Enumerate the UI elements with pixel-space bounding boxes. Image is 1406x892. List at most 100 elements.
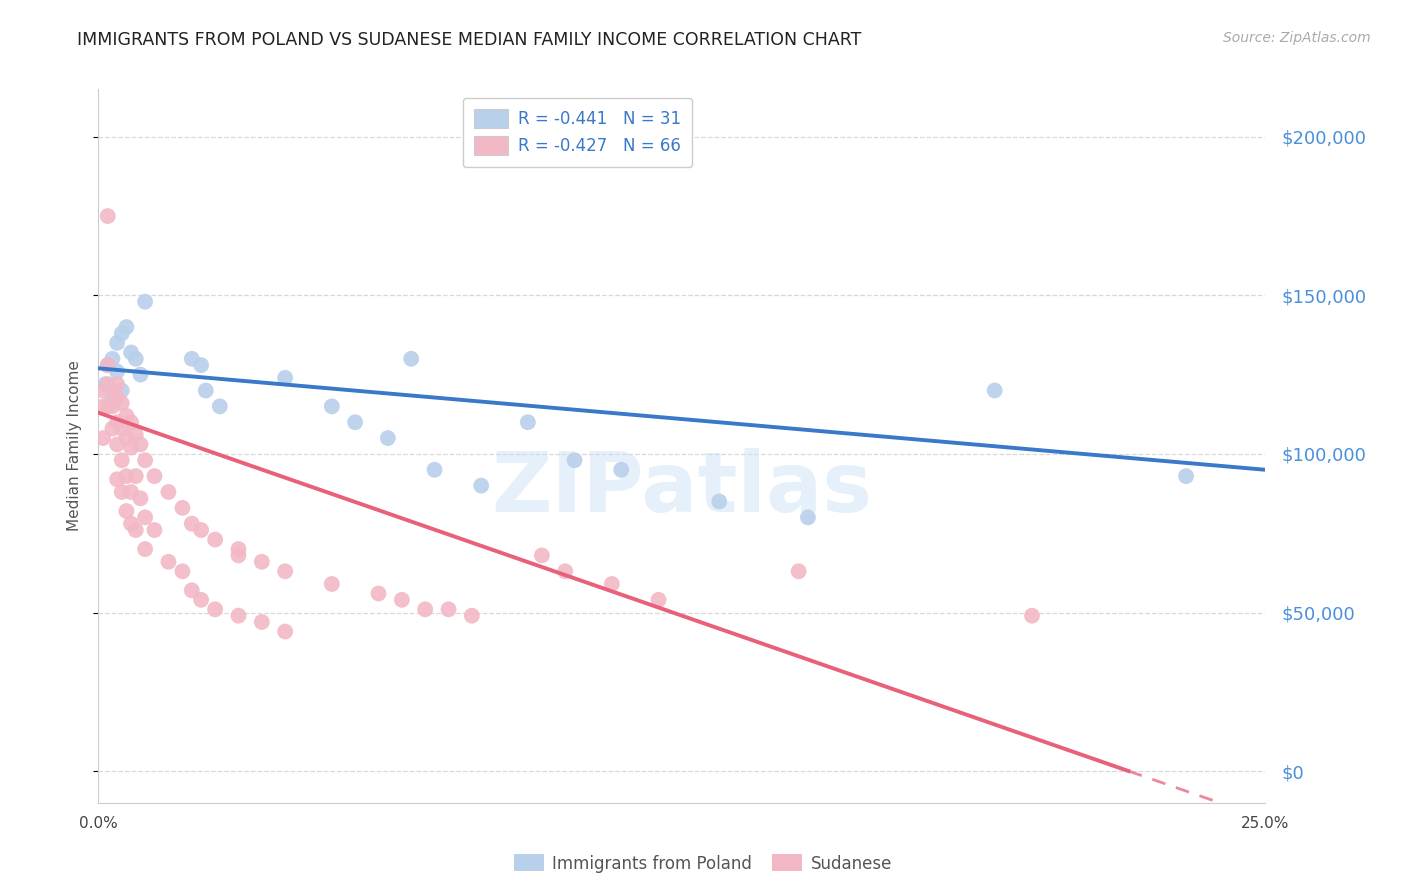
Point <box>190 523 212 537</box>
Point <box>470 478 492 492</box>
Point <box>105 377 128 392</box>
Point <box>97 209 120 223</box>
Point <box>647 592 669 607</box>
Point <box>91 400 114 414</box>
Point <box>1175 469 1198 483</box>
Point <box>101 351 124 366</box>
Point <box>1021 608 1043 623</box>
Y-axis label: Median Family Income: Median Family Income <box>67 360 83 532</box>
Point <box>180 583 202 598</box>
Point <box>97 358 120 372</box>
Point <box>120 415 142 429</box>
Point <box>129 368 152 382</box>
Point <box>111 453 134 467</box>
Point <box>101 384 124 398</box>
Point <box>399 351 422 366</box>
Point <box>180 516 202 531</box>
Point <box>105 335 128 350</box>
Point <box>194 384 217 398</box>
Point <box>564 453 586 467</box>
Point <box>797 510 820 524</box>
Point <box>250 615 273 629</box>
Point <box>129 491 152 506</box>
Point <box>461 608 484 623</box>
Point <box>709 494 731 508</box>
Point <box>172 564 194 578</box>
Point <box>208 400 231 414</box>
Text: IMMIGRANTS FROM POLAND VS SUDANESE MEDIAN FAMILY INCOME CORRELATION CHART: IMMIGRANTS FROM POLAND VS SUDANESE MEDIA… <box>77 31 862 49</box>
Point <box>274 564 297 578</box>
Point <box>204 533 226 547</box>
Point <box>111 326 134 341</box>
Text: ZIPatlas: ZIPatlas <box>492 449 872 529</box>
Point <box>91 384 114 398</box>
Point <box>111 396 134 410</box>
Point <box>228 549 250 563</box>
Point <box>250 555 273 569</box>
Point <box>97 377 120 392</box>
Point <box>115 504 138 518</box>
Point <box>204 602 226 616</box>
Point <box>97 358 120 372</box>
Point <box>111 485 134 500</box>
Point <box>530 549 553 563</box>
Point <box>105 472 128 486</box>
Point <box>190 358 212 372</box>
Point <box>983 384 1005 398</box>
Point <box>423 463 446 477</box>
Point <box>115 409 138 423</box>
Point <box>344 415 367 429</box>
Legend: Immigrants from Poland, Sudanese: Immigrants from Poland, Sudanese <box>508 847 898 880</box>
Point <box>391 592 413 607</box>
Point <box>94 377 117 392</box>
Point <box>134 542 156 557</box>
Point <box>413 602 436 616</box>
Point <box>516 415 538 429</box>
Legend: R = -0.441   N = 31, R = -0.427   N = 66: R = -0.441 N = 31, R = -0.427 N = 66 <box>463 97 693 167</box>
Point <box>105 415 128 429</box>
Point <box>437 602 460 616</box>
Point <box>554 564 576 578</box>
Point <box>125 428 148 442</box>
Point <box>274 371 297 385</box>
Point <box>111 384 134 398</box>
Point <box>134 294 156 309</box>
Point <box>610 463 633 477</box>
Point <box>228 542 250 557</box>
Point <box>190 592 212 607</box>
Point <box>125 351 148 366</box>
Point <box>101 421 124 435</box>
Point <box>134 453 156 467</box>
Point <box>157 555 180 569</box>
Point <box>180 351 202 366</box>
Point <box>105 364 128 378</box>
Point <box>105 437 128 451</box>
Point <box>101 390 124 404</box>
Point <box>143 469 166 483</box>
Point <box>111 421 134 435</box>
Point <box>115 469 138 483</box>
Point <box>101 400 124 414</box>
Point <box>274 624 297 639</box>
Point <box>600 577 623 591</box>
Point <box>134 510 156 524</box>
Text: Source: ZipAtlas.com: Source: ZipAtlas.com <box>1223 31 1371 45</box>
Point <box>228 608 250 623</box>
Point <box>115 431 138 445</box>
Point <box>120 485 142 500</box>
Point <box>125 523 148 537</box>
Point <box>125 469 148 483</box>
Point <box>105 390 128 404</box>
Point <box>172 500 194 515</box>
Point <box>787 564 810 578</box>
Point <box>157 485 180 500</box>
Point <box>321 577 343 591</box>
Point <box>377 431 399 445</box>
Point <box>120 441 142 455</box>
Point <box>143 523 166 537</box>
Point <box>321 400 343 414</box>
Point <box>97 400 120 414</box>
Point <box>120 516 142 531</box>
Point <box>91 431 114 445</box>
Point <box>129 437 152 451</box>
